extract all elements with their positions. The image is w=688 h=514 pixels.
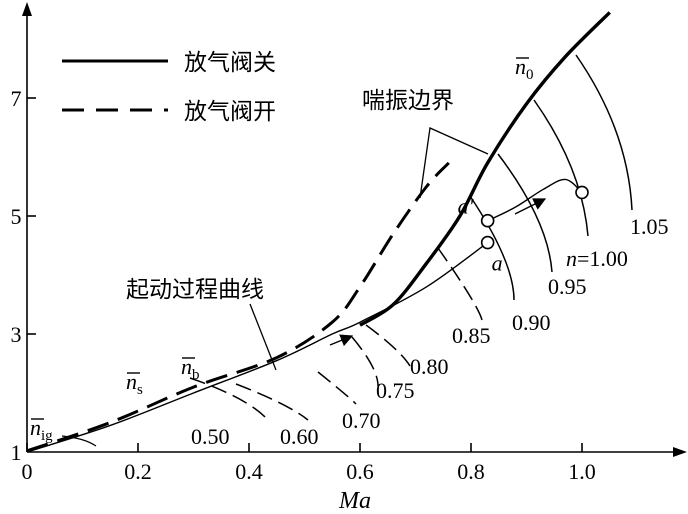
speed-line	[351, 336, 379, 387]
speed-line	[497, 153, 553, 273]
x-axis-arrow	[673, 447, 687, 457]
surge-annotation: 喘振边界	[362, 88, 489, 199]
speed-line-label: 0.70	[342, 408, 381, 433]
speed-line	[437, 247, 483, 321]
speed-lines: 0.50 0.60 0.70 0.750.800.85 0.90 0.95 n=1.001.…	[189, 54, 669, 449]
series-line-starting-process	[26, 241, 489, 453]
arrow-lower-curve	[329, 334, 354, 347]
point-marker	[480, 213, 495, 228]
speed-line-label: n=1.00	[566, 246, 628, 271]
speed-line	[469, 195, 515, 301]
point-marker-label: a	[492, 251, 503, 276]
y-tick-label: 3	[11, 322, 22, 347]
y-ticks: 1 3 5 7	[11, 86, 36, 465]
x-tick-label: 1.0	[568, 459, 596, 484]
y-tick-label: 5	[11, 204, 22, 229]
start-leader-line	[249, 303, 277, 371]
point-marker-label: a'	[458, 194, 474, 219]
legend-label-valve-open: 放气阀开	[184, 99, 276, 125]
speed-line-label: 1.05	[630, 214, 669, 239]
surge-leader-line	[419, 127, 489, 199]
legend-label-valve-closed: 放气阀关	[184, 50, 276, 76]
speed-line	[575, 54, 633, 211]
x-axis-label: Ma	[338, 488, 371, 514]
x-ticks: 0 0.2 0.4 0.6 0.8 1.0	[22, 443, 596, 484]
speed-line	[189, 377, 269, 421]
n-ig-leader	[61, 435, 97, 447]
speed-line-label: 0.90	[512, 310, 551, 335]
surge-boundary-label: 喘振边界	[362, 88, 454, 114]
speed-line-label: 0.75	[376, 378, 415, 403]
speed-line-label: 0.95	[548, 274, 587, 299]
series-line-starting-process-a-prime	[487, 178, 583, 222]
x-tick-label: 0.4	[235, 459, 263, 484]
point-marker	[575, 185, 589, 200]
legend: 放气阀关 放气阀开	[62, 50, 276, 125]
speed-line-label: 0.80	[410, 354, 449, 379]
y-tick-label: 1	[11, 440, 22, 465]
speed-line-label: 0.60	[280, 424, 319, 449]
y-axis-arrow	[22, 2, 32, 16]
curve-arrows	[329, 198, 547, 347]
axes	[22, 2, 687, 457]
x-tick-label: 0.2	[124, 459, 152, 484]
series-line-valve-open	[26, 161, 450, 453]
speed-symbols: nig ns nb n0	[30, 54, 534, 447]
point-markers: a' a	[458, 185, 589, 276]
speed-line-label: 0.50	[191, 424, 230, 449]
speed-line	[365, 324, 411, 367]
point-marker	[480, 235, 495, 250]
arrow-upper-curve	[514, 198, 547, 215]
speed-line	[317, 371, 357, 405]
x-tick-label: 0.8	[457, 459, 485, 484]
speed-line	[533, 99, 589, 237]
speed-line	[235, 383, 309, 421]
x-tick-label: 0	[22, 459, 33, 484]
starting-process-label: 起动过程曲线	[126, 277, 264, 303]
speed-line-label: 0.85	[452, 323, 491, 348]
y-tick-label: 7	[11, 86, 22, 111]
x-tick-label: 0.6	[346, 459, 374, 484]
series-line-valve-closed	[359, 11, 611, 327]
start-annotation: 起动过程曲线	[126, 277, 277, 371]
